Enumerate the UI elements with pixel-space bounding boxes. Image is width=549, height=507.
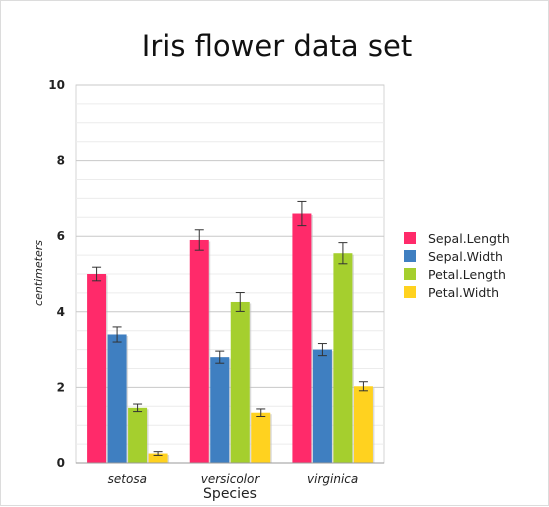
bar-setosa-Sepal.Width <box>107 334 127 463</box>
y-tick-label: 6 <box>57 229 65 243</box>
bar-virginica-Petal.Width <box>353 386 373 463</box>
bar-virginica-Petal.Length <box>333 253 353 463</box>
x-tick-label: setosa <box>108 472 147 486</box>
legend-label: Sepal.Length <box>428 231 510 246</box>
bar-versicolor-Sepal.Width <box>210 357 230 463</box>
legend-swatch <box>404 286 416 298</box>
bar-virginica-Sepal.Length <box>292 213 312 463</box>
x-axis-ticks: setosa versicolor virginica <box>76 462 384 486</box>
y-tick-label: 2 <box>57 380 65 394</box>
legend-label: Petal.Length <box>428 267 506 282</box>
legend-swatch <box>404 232 416 244</box>
legend: Sepal.Length Sepal.Width Petal.Length Petal… <box>404 231 510 300</box>
x-tick-label: versicolor <box>201 472 261 486</box>
y-tick-label: 0 <box>57 456 65 470</box>
bar-versicolor-Sepal.Length <box>189 239 209 463</box>
x-axis-label: Species <box>203 486 257 502</box>
y-tick-label: 4 <box>57 305 65 319</box>
bar-setosa-Petal.Length <box>128 407 148 463</box>
bar-versicolor-Petal.Length <box>230 301 250 463</box>
bars-layer <box>87 200 375 463</box>
bar-virginica-Sepal.Width <box>312 349 332 463</box>
bar-setosa-Sepal.Length <box>87 274 107 463</box>
y-axis-label: centimeters <box>32 240 45 306</box>
legend-swatch <box>404 250 416 262</box>
y-tick-label: 10 <box>48 78 65 92</box>
legend-swatch <box>404 268 416 280</box>
x-tick-label: virginica <box>307 472 358 486</box>
bar-setosa-Petal.Width <box>148 453 168 463</box>
legend-label: Sepal.Width <box>428 249 503 264</box>
legend-label: Petal.Width <box>428 285 499 300</box>
y-tick-label: 8 <box>57 154 65 168</box>
chart-title: Iris flower data set <box>142 29 412 63</box>
y-axis-ticks: 0 2 4 6 8 10 <box>48 78 65 470</box>
bar-versicolor-Petal.Width <box>251 412 271 463</box>
